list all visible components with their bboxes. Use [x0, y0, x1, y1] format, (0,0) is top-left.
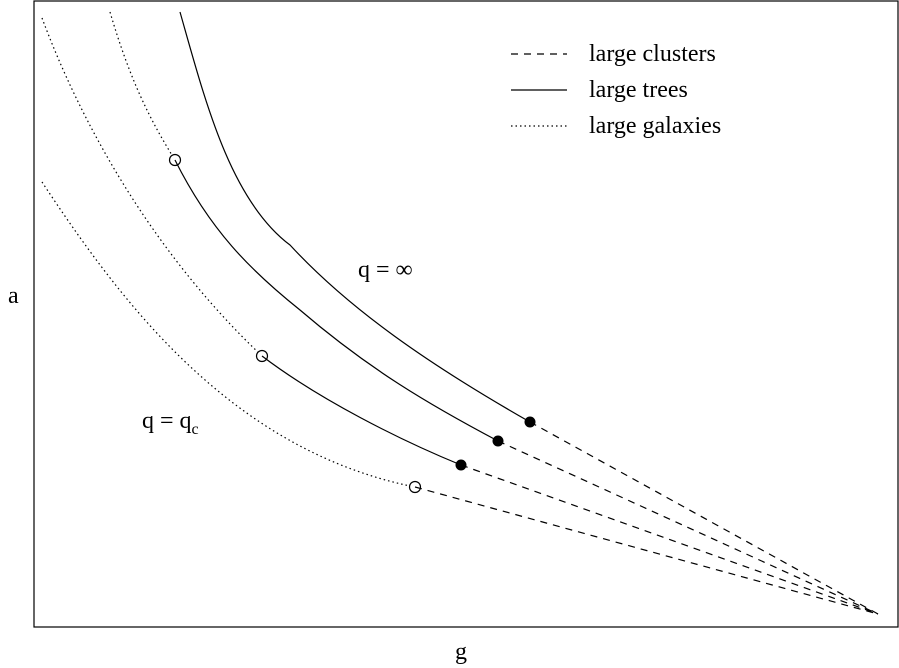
legend-label-clusters: large clusters: [589, 41, 716, 67]
y-axis-label: a: [8, 283, 19, 309]
legend-label-galaxies: large galaxies: [589, 113, 721, 139]
curve-2-trees-solid: [174, 159, 499, 442]
curve-3-clusters-dashed: [460, 464, 879, 615]
curve-2-galaxies-dotted: [109, 11, 176, 161]
x-axis-label: g: [455, 639, 467, 665]
legend: large clusters large trees large galaxie…: [511, 41, 721, 139]
curve-1-trees-solid: [179, 11, 531, 423]
annotation-q-infinity: q = ∞: [358, 257, 413, 283]
curve-4-clusters-dashed: [414, 486, 879, 615]
curve-3-trees-solid: [261, 355, 462, 466]
plot-frame: [33, 0, 899, 628]
curve-1-clusters-dashed: [529, 421, 879, 615]
annotation-q-critical: q = qc: [142, 408, 199, 438]
curve-2-clusters-dashed: [497, 440, 879, 615]
curve-3-galaxies-dotted: [41, 17, 263, 357]
curve-2-cluster-transition-point: [492, 435, 504, 447]
legend-label-trees: large trees: [589, 77, 688, 103]
curve-4-galaxies-dotted: [41, 181, 416, 488]
annotation-q-critical-main: q = q: [142, 408, 192, 434]
annotation-q-critical-subscript: c: [192, 421, 199, 438]
curve-3-cluster-transition-point: [455, 459, 467, 471]
curve-1-cluster-transition-point: [524, 416, 536, 428]
